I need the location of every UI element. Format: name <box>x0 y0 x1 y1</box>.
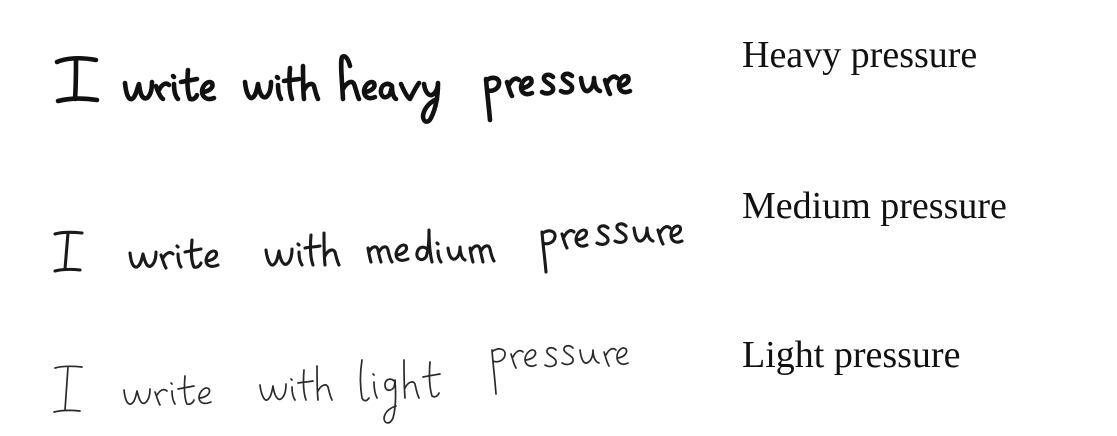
handwriting-sample-heavy <box>0 0 720 145</box>
handwriting-light-strokes <box>53 344 629 424</box>
handwriting-sample-medium <box>0 160 720 305</box>
label-light-pressure: Light pressure <box>742 334 961 376</box>
handwriting-sample-light <box>0 310 720 436</box>
label-heavy-pressure: Heavy pressure <box>742 34 978 76</box>
handwriting-heavy-strokes <box>54 54 633 124</box>
handwriting-medium-strokes <box>53 222 684 274</box>
label-medium-pressure: Medium pressure <box>742 185 1007 227</box>
